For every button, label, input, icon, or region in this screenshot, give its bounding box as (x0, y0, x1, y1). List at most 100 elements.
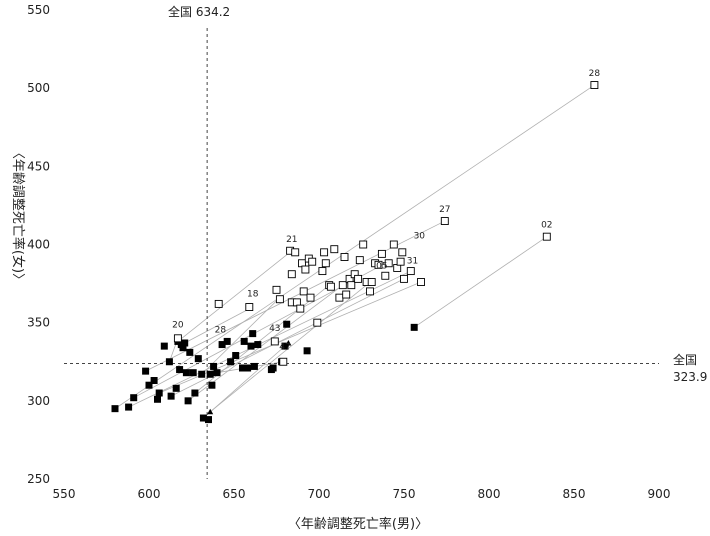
data-point-open (318, 267, 327, 276)
y-tick-label: 400 (27, 238, 50, 252)
data-point-filled (223, 337, 231, 345)
point-label: 02 (541, 221, 552, 231)
data-point-filled (194, 355, 202, 363)
data-point-filled (247, 342, 255, 350)
x-tick-label: 750 (393, 487, 416, 501)
data-point-open (377, 249, 386, 258)
data-point-open (326, 282, 335, 291)
data-point-open (321, 259, 330, 268)
data-point-filled (239, 364, 246, 372)
data-point-open (374, 260, 383, 269)
data-point-open (417, 278, 425, 286)
data-point-open (396, 257, 405, 266)
data-point-open (398, 248, 407, 257)
data-point-filled (283, 320, 291, 328)
connector-line (187, 284, 344, 402)
data-point-filled (165, 358, 173, 366)
data-point-open (335, 293, 344, 302)
data-point-filled (240, 337, 248, 345)
data-points (111, 81, 599, 424)
connector-line (201, 298, 279, 375)
data-point-filled (111, 405, 119, 413)
data-point-filled (244, 364, 252, 372)
data-point-filled (186, 348, 194, 356)
x-tick-label: 800 (478, 487, 501, 501)
data-point-filled (254, 341, 262, 349)
data-point-filled (213, 369, 221, 377)
data-point-filled (227, 358, 235, 366)
data-point-filled (191, 389, 199, 397)
connector-lines (114, 84, 595, 419)
connector-line (203, 342, 289, 419)
axes: 550 600 650 700 750 800 850 900 250 300 350 400 450 5… (27, 3, 670, 501)
data-point-filled (160, 342, 168, 350)
data-point-filled (130, 394, 138, 402)
point-label: 28 (215, 325, 227, 335)
data-point-open (590, 81, 599, 89)
data-point-open (381, 271, 390, 280)
point-label: 21 (286, 235, 297, 245)
point-label: 47 (279, 343, 290, 353)
point-label: 43 (269, 324, 280, 334)
data-point-open (214, 299, 223, 308)
data-point-filled (205, 416, 212, 424)
reference-lines (64, 28, 659, 479)
data-point-open (354, 274, 363, 283)
data-point-filled (145, 381, 153, 389)
data-point-filled (198, 370, 206, 378)
data-point-open (542, 232, 551, 241)
data-point-open (400, 274, 408, 283)
x-tick-label: 850 (563, 487, 586, 501)
data-point-filled (125, 403, 133, 411)
data-point-open (389, 240, 398, 249)
data-point-filled (206, 370, 214, 378)
y-reference-label-line1: 全国 (673, 352, 697, 367)
data-point-open (287, 270, 296, 279)
data-point-filled (184, 397, 192, 405)
data-point-filled (189, 369, 197, 377)
connector-line (128, 270, 411, 408)
data-point-filled (199, 414, 207, 422)
data-point-filled (179, 344, 187, 352)
x-tick-label: 900 (648, 487, 671, 501)
data-point-triangle (285, 339, 292, 346)
data-point-open (338, 281, 347, 290)
data-point-open (347, 281, 356, 290)
data-point-open (440, 217, 449, 226)
data-point-filled (150, 377, 158, 385)
data-point-filled (303, 347, 311, 355)
data-point-filled (208, 381, 216, 389)
data-point-open (275, 295, 284, 304)
point-label: 31 (407, 257, 418, 267)
data-point-open (367, 278, 376, 286)
data-point-filled (176, 366, 184, 374)
data-point-open (320, 248, 329, 257)
data-point-open (173, 334, 182, 343)
x-tick-label: 700 (308, 487, 331, 501)
data-point-open (359, 240, 368, 249)
data-point-open (299, 287, 308, 296)
data-point-open (296, 304, 305, 313)
y-tick-label: 450 (27, 159, 50, 173)
data-point-open (384, 259, 393, 268)
point-label: 27 (439, 205, 450, 215)
data-point-open (308, 257, 317, 266)
data-point-open (279, 357, 288, 366)
data-point-filled (142, 367, 150, 375)
data-point-filled (232, 351, 240, 359)
point-label: 18 (247, 289, 259, 299)
data-point-open (366, 287, 374, 296)
connector-line (184, 306, 253, 344)
data-point-filled (249, 330, 257, 338)
y-axis-title: 〈年齢調整死亡率(女)〉 (10, 146, 26, 286)
y-reference-label-line2: 323.9 (673, 370, 707, 384)
data-point-open (301, 265, 310, 274)
data-point-open (342, 290, 351, 299)
data-point-open (272, 285, 281, 294)
data-point-filled (172, 384, 180, 392)
connector-line (413, 236, 548, 328)
y-tick-label: 300 (27, 394, 50, 408)
point-labels: 28 27 02 30 21 05 31 18 20 43 28 47 (172, 69, 600, 353)
data-point-filled (155, 389, 163, 397)
data-point-open (313, 318, 322, 327)
